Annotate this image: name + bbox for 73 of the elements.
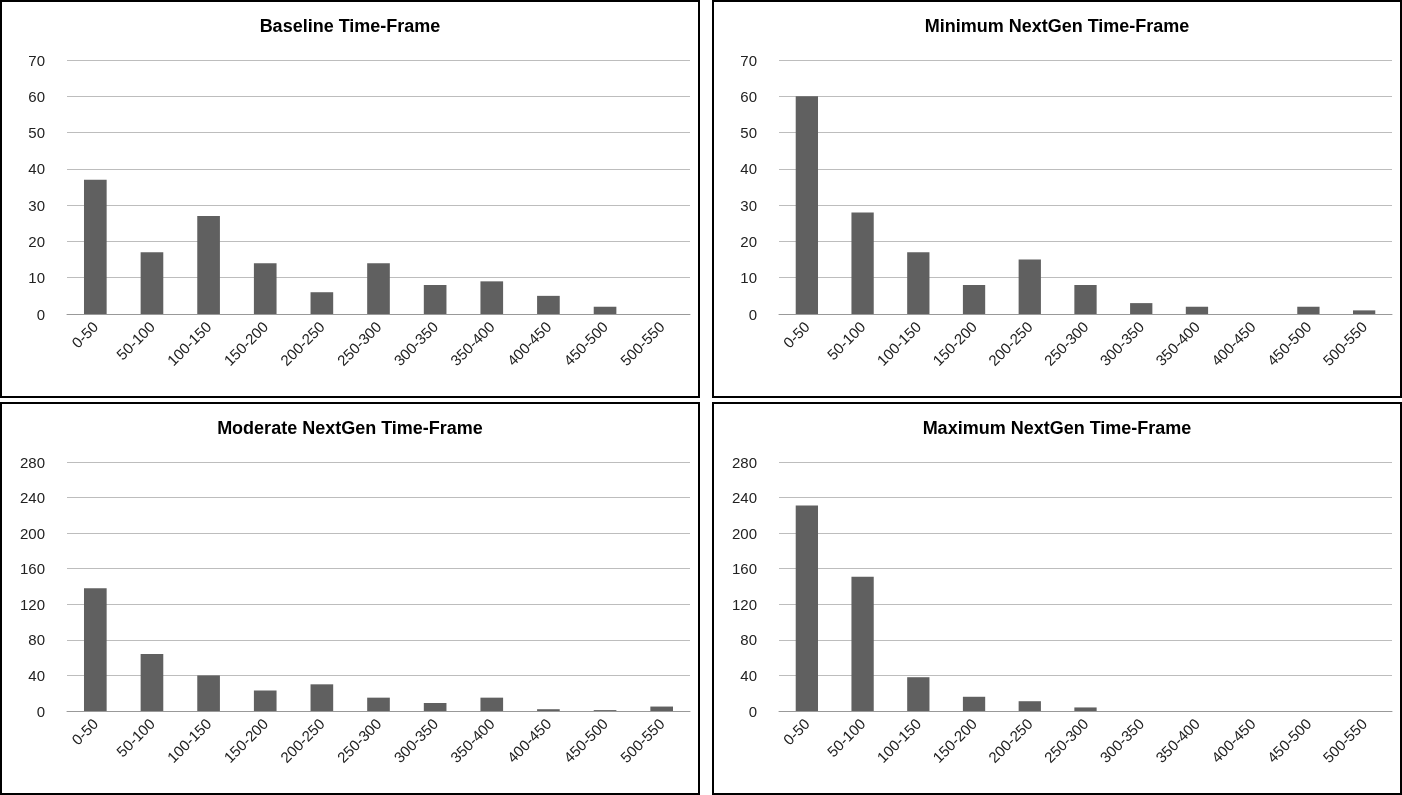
bar (1074, 707, 1097, 711)
y-tick-label: 120 (731, 595, 757, 613)
x-tick-label: 0-50 (68, 317, 102, 352)
y-tick-label: 20 (28, 232, 45, 250)
y-tick-label: 120 (19, 595, 45, 613)
chart-title: Moderate NextGen Time-Frame (217, 418, 483, 438)
bar (480, 281, 504, 314)
bar (907, 252, 930, 314)
y-tick-label: 280 (19, 453, 45, 471)
bar (367, 697, 390, 711)
y-tick-label: 200 (731, 524, 757, 542)
y-tick-label: 40 (28, 160, 45, 178)
bar (962, 696, 986, 711)
x-tick-label: 0-50 (68, 714, 102, 749)
bar (83, 179, 107, 314)
y-tick-label: 10 (28, 269, 45, 287)
bar (1130, 303, 1153, 314)
bar (253, 263, 277, 314)
chart-title: Maximum NextGen Time-Frame (922, 418, 1192, 438)
y-tick-label: 60 (740, 87, 757, 105)
bar (593, 306, 617, 314)
bar (253, 690, 277, 711)
bar (197, 675, 220, 711)
bar (1185, 306, 1209, 314)
bar (310, 292, 334, 314)
y-tick-label: 30 (28, 196, 45, 214)
bar (423, 703, 447, 711)
bar (650, 706, 674, 711)
y-tick-label: 240 (731, 489, 757, 507)
bar (1018, 701, 1041, 711)
y-tick-label: 10 (740, 269, 757, 287)
bar (851, 576, 874, 711)
y-tick-label: 80 (740, 631, 757, 649)
bar (851, 212, 874, 314)
y-tick-label: 200 (19, 524, 45, 542)
bar (907, 677, 930, 711)
y-tick-label: 80 (28, 631, 45, 649)
y-tick-label: 160 (19, 560, 45, 578)
y-tick-label: 50 (28, 124, 45, 142)
y-tick-label: 0 (748, 305, 757, 323)
bar (83, 588, 107, 711)
bar (962, 284, 986, 314)
bar (140, 252, 164, 314)
bar (197, 216, 220, 314)
bar (795, 96, 819, 314)
bar (1352, 310, 1376, 314)
y-tick-label: 40 (28, 666, 45, 684)
bar (140, 654, 164, 711)
y-tick-label: 50 (740, 124, 757, 142)
bar (480, 697, 504, 711)
chart-title: Baseline Time-Frame (259, 16, 441, 36)
bar (367, 263, 390, 314)
bar (310, 684, 334, 711)
y-tick-label: 70 (28, 51, 45, 69)
y-tick-label: 30 (740, 196, 757, 214)
bar (423, 284, 447, 314)
y-tick-label: 40 (740, 160, 757, 178)
y-tick-label: 160 (731, 560, 757, 578)
y-tick-label: 280 (731, 453, 757, 471)
y-tick-label: 40 (740, 666, 757, 684)
y-tick-label: 0 (36, 702, 45, 720)
y-tick-label: 240 (19, 489, 45, 507)
bar (1297, 306, 1320, 314)
y-tick-label: 0 (748, 702, 757, 720)
y-tick-label: 20 (740, 232, 757, 250)
y-tick-label: 70 (740, 51, 757, 69)
bar (537, 295, 560, 314)
bar (1074, 284, 1097, 314)
chart-title: Minimum NextGen Time-Frame (924, 16, 1190, 36)
y-tick-label: 60 (28, 87, 45, 105)
bar (1018, 259, 1041, 314)
y-tick-label: 0 (36, 305, 45, 323)
bar (795, 505, 819, 711)
